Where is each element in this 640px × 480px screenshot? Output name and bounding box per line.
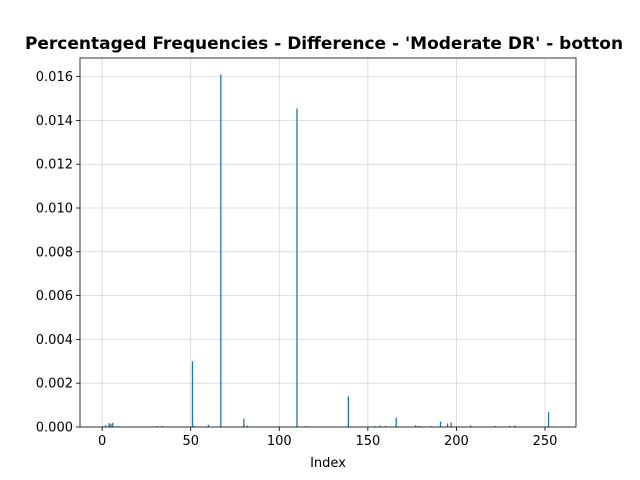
x-tick-label: 250 bbox=[533, 434, 558, 449]
bar bbox=[207, 424, 210, 427]
bar bbox=[508, 425, 511, 427]
bar bbox=[243, 418, 245, 427]
y-tick-label: 0.006 bbox=[36, 289, 73, 304]
bar bbox=[384, 425, 387, 427]
bar bbox=[547, 412, 550, 427]
x-tick-label: 100 bbox=[267, 434, 292, 449]
bar bbox=[469, 425, 472, 427]
plot-frame bbox=[79, 57, 577, 428]
bar bbox=[246, 425, 249, 427]
bar bbox=[110, 423, 112, 427]
y-tick-label: 0.016 bbox=[36, 70, 73, 85]
bar bbox=[105, 425, 107, 427]
y-tick-label: 0.012 bbox=[36, 158, 73, 173]
bar bbox=[220, 74, 222, 428]
y-tick-label: 0.002 bbox=[36, 377, 73, 392]
bar bbox=[161, 426, 164, 427]
bar bbox=[347, 396, 350, 427]
bar bbox=[117, 426, 119, 427]
tick-layer: 0 50 100 150 200 250 0.000 0.002 0.004 0.006 0.008… bbox=[36, 70, 558, 449]
bar bbox=[439, 421, 442, 427]
bar bbox=[156, 426, 158, 427]
bar bbox=[374, 426, 376, 427]
x-tick-label: 50 bbox=[182, 434, 199, 449]
bar bbox=[494, 426, 497, 427]
y-tick-label: 0.008 bbox=[36, 245, 73, 260]
bar bbox=[450, 422, 452, 427]
bar bbox=[415, 425, 417, 427]
y-tick-label: 0.004 bbox=[36, 333, 73, 348]
x-axis-title: Index bbox=[310, 456, 346, 471]
bar bbox=[514, 425, 516, 427]
x-tick-label: 150 bbox=[355, 434, 380, 449]
bar-layer bbox=[101, 74, 550, 428]
bar bbox=[418, 425, 420, 427]
bar bbox=[305, 426, 307, 427]
bar bbox=[379, 425, 381, 427]
bar bbox=[191, 361, 194, 427]
bar bbox=[296, 108, 298, 427]
y-tick-label: 0.010 bbox=[36, 202, 73, 217]
y-tick-label: 0.000 bbox=[36, 421, 73, 436]
bar bbox=[193, 426, 195, 427]
bar bbox=[446, 423, 449, 427]
bar bbox=[395, 417, 397, 427]
x-tick-label: 200 bbox=[444, 434, 469, 449]
bar bbox=[112, 422, 114, 427]
grid-layer bbox=[80, 58, 576, 428]
y-tick-label: 0.014 bbox=[36, 114, 73, 129]
x-tick-label: 0 bbox=[98, 434, 106, 449]
bar bbox=[108, 423, 110, 427]
chart-title: Percentaged Frequencies - Difference - '… bbox=[25, 34, 623, 54]
bar bbox=[430, 426, 433, 427]
